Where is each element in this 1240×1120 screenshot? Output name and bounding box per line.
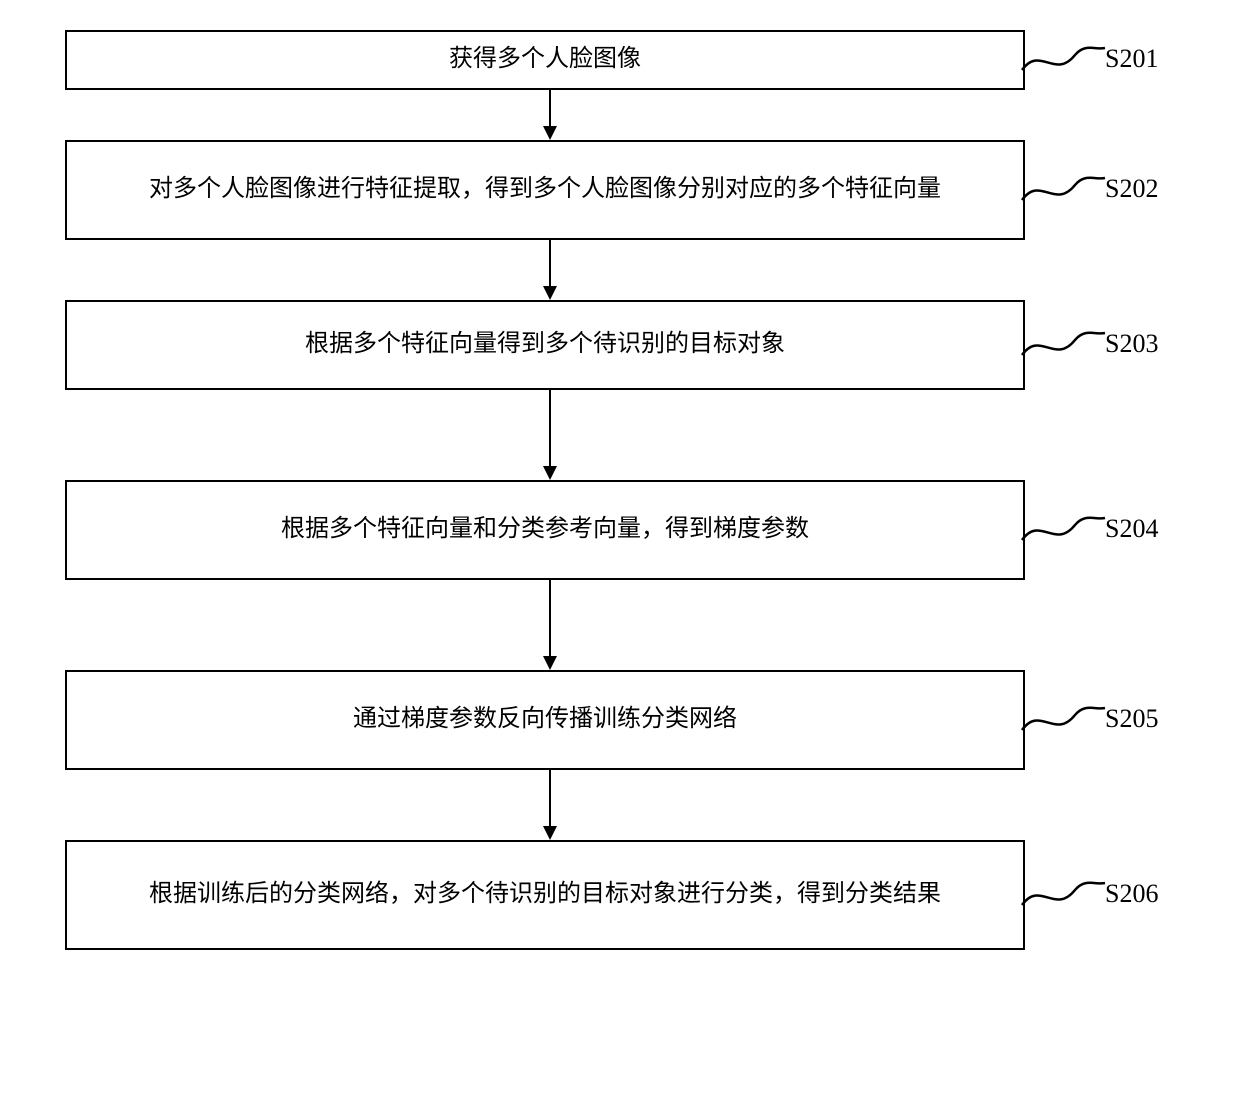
flow-step-text: 根据多个特征向量和分类参考向量，得到梯度参数 [281,513,809,547]
connector-curve [1020,875,1110,915]
flow-step-label: S202 [1105,174,1158,204]
flow-step-label: S205 [1105,704,1158,734]
flow-step-label: S206 [1105,879,1158,909]
flow-step-text: 获得多个人脸图像 [449,43,641,77]
flow-step-label: S201 [1105,44,1158,74]
connector-curve [1020,170,1110,210]
connector-curve [1020,700,1110,740]
flow-step-label: S203 [1105,329,1158,359]
flow-arrow [540,580,560,670]
flow-arrow [540,770,560,840]
flowchart-container: 获得多个人脸图像 S201 对多个人脸图像进行特征提取，得到多个人脸图像分别对应的多… [0,0,1240,1120]
flow-step-box: 根据训练后的分类网络，对多个待识别的目标对象进行分类，得到分类结果 [65,840,1025,950]
flow-step-label: S204 [1105,514,1158,544]
flow-step-box: 根据多个特征向量和分类参考向量，得到梯度参数 [65,480,1025,580]
connector-curve [1020,510,1110,550]
flow-arrow [540,90,560,140]
flow-step-text: 根据训练后的分类网络，对多个待识别的目标对象进行分类，得到分类结果 [149,878,941,912]
flow-arrow [540,240,560,300]
flow-step-box: 根据多个特征向量得到多个待识别的目标对象 [65,300,1025,390]
flow-arrow [540,390,560,480]
flow-step-text: 根据多个特征向量得到多个待识别的目标对象 [305,328,785,362]
flow-step-text: 对多个人脸图像进行特征提取，得到多个人脸图像分别对应的多个特征向量 [149,173,941,207]
flow-step-box: 获得多个人脸图像 [65,30,1025,90]
connector-curve [1020,325,1110,365]
flow-step-text: 通过梯度参数反向传播训练分类网络 [353,703,737,737]
flow-step-box: 通过梯度参数反向传播训练分类网络 [65,670,1025,770]
flow-step-box: 对多个人脸图像进行特征提取，得到多个人脸图像分别对应的多个特征向量 [65,140,1025,240]
connector-curve [1020,40,1110,80]
